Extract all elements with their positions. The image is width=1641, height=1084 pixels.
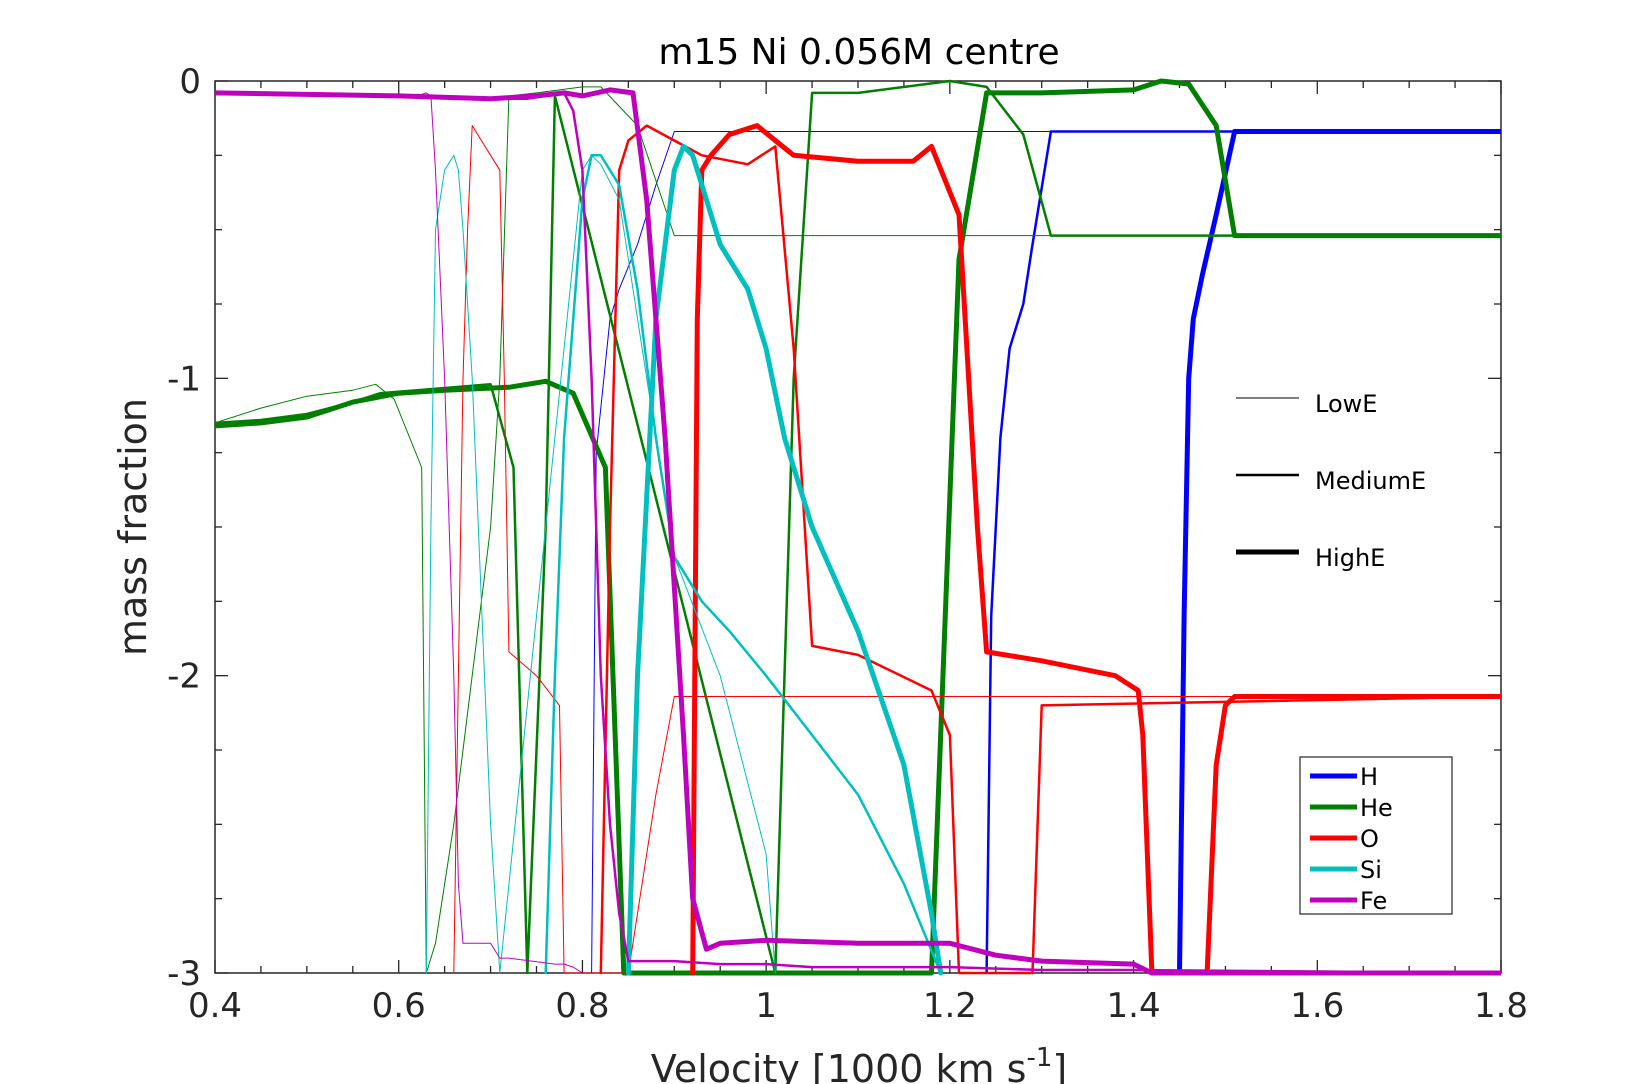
series-line-h-mediume [985, 130, 1501, 975]
plot-area [214, 80, 1502, 974]
element-legend-label: Fe [1360, 887, 1387, 915]
x-axis-label-main: Velocity [1000 km s [651, 1047, 1027, 1084]
x-tick-labels: 0.4 0.6 0.8 1 1.2 1.4 1.6 1.8 [188, 986, 1528, 1026]
x-tick-label: 0.8 [555, 986, 609, 1026]
y-axis-label: mass fraction [111, 398, 155, 656]
energy-legend-label: MediumE [1315, 467, 1426, 495]
y-tick-label: -3 [167, 954, 201, 994]
x-tick-label: 1.2 [923, 986, 977, 1026]
x-tick-label: 1.4 [1107, 986, 1161, 1026]
x-tick-label: 0.4 [188, 986, 242, 1026]
element-legend-label: Si [1360, 856, 1382, 884]
energy-legend-label: LowE [1315, 390, 1377, 418]
energy-legend-label: HighE [1315, 544, 1385, 572]
series-line-h-lowe [591, 131, 1501, 974]
axis-ticks [214, 80, 1502, 974]
element-legend-label: He [1360, 794, 1393, 822]
series-line-he-lowe [215, 86, 1501, 974]
x-axis-label-superscript: -1 [1026, 1043, 1052, 1073]
series-line-h-highe [1177, 129, 1501, 976]
series-line-fe-highe [215, 87, 1501, 976]
y-tick-label: -2 [167, 657, 201, 697]
series-line-si-highe [625, 143, 944, 976]
energy-legend: LowE MediumE HighE [1236, 390, 1426, 572]
series-layer [215, 78, 1501, 976]
series-line-o-highe [690, 123, 1501, 976]
x-axis-label: Velocity [1000 km s-1] [651, 1043, 1067, 1084]
x-axis-label-end: ] [1052, 1047, 1067, 1084]
series-line-fe-lowe [215, 92, 583, 974]
element-legend-label: O [1360, 825, 1379, 853]
series-line-o-lowe [453, 125, 1501, 974]
x-tick-label: 1.8 [1474, 986, 1528, 1026]
x-tick-label: 0.6 [372, 986, 426, 1026]
y-tick-labels: 0 -1 -2 -3 [167, 62, 201, 994]
y-tick-label: -1 [167, 359, 201, 399]
series-line-si-mediume [544, 154, 942, 975]
x-tick-label: 1.6 [1290, 986, 1344, 1026]
chart-title: m15 Ni 0.056M centre [658, 32, 1059, 73]
y-tick-label: 0 [179, 62, 201, 102]
element-legend: H He O Si Fe [1299, 756, 1453, 915]
x-tick-label: 1 [755, 986, 777, 1026]
element-legend-label: H [1360, 763, 1378, 791]
